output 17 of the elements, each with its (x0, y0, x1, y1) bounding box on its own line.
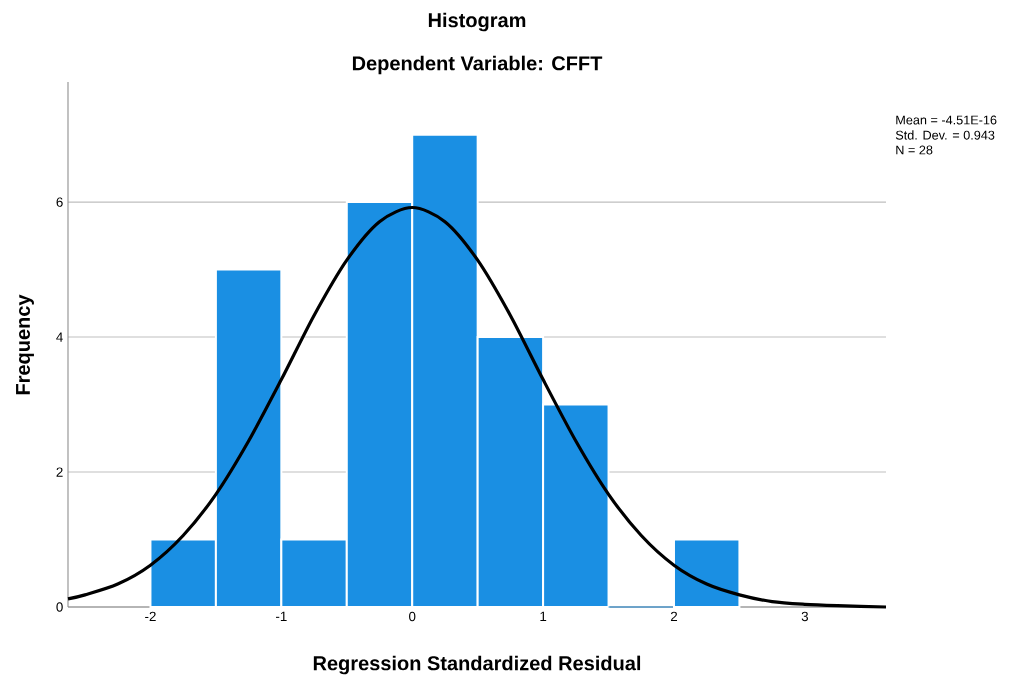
x-axis-title: Regression Standardized Residual (313, 655, 641, 675)
y-tick-label: 2 (56, 467, 63, 477)
y-tick-label: 6 (56, 197, 63, 207)
y-axis-title: Frequency (16, 294, 34, 395)
chart-subtitle: Dependent Variable: CFFT (352, 55, 603, 75)
x-tick-label: -2 (145, 611, 156, 622)
y-tick-label: 0 (56, 602, 63, 612)
x-tick-label: 3 (801, 611, 808, 622)
x-tick-label: 2 (670, 611, 678, 622)
text: Mean = -4.51E-16 (896, 115, 997, 125)
chart-title: Histogram (428, 12, 526, 32)
y-tick-label: 4 (56, 332, 63, 342)
text: Std. Dev. = 0.943 (895, 130, 995, 140)
x-tick-label: -1 (276, 611, 287, 621)
text: N = 28 (896, 145, 933, 155)
x-tick-label: 0 (409, 611, 416, 622)
x-tick-label: 1 (540, 611, 547, 621)
